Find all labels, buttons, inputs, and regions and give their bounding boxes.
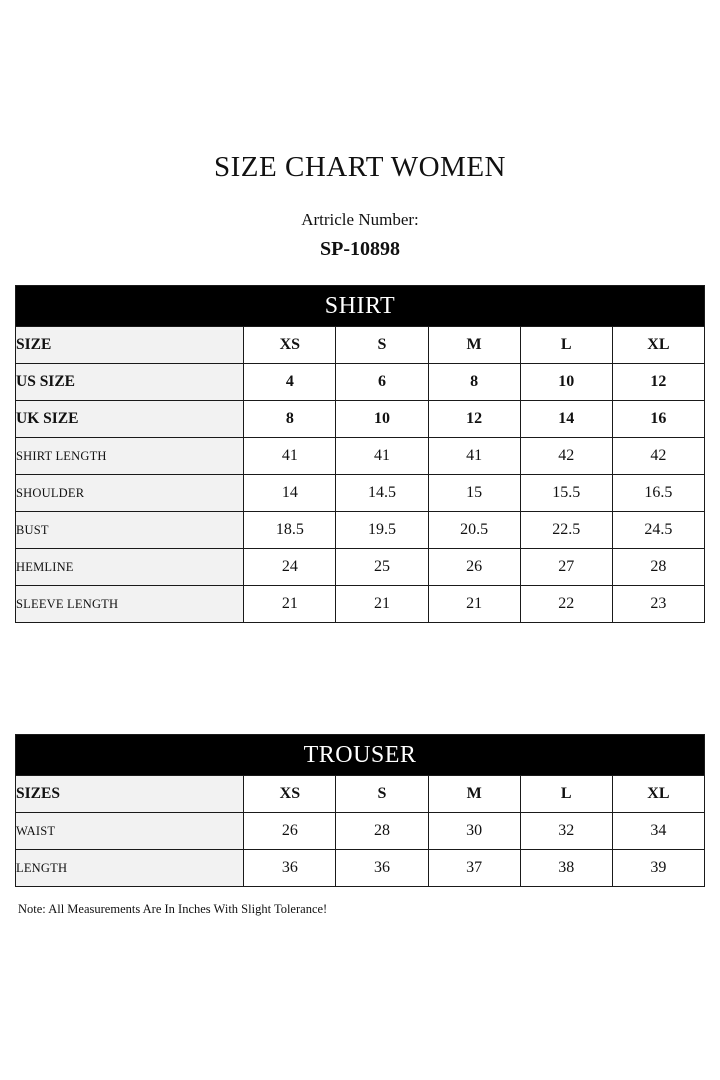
- table-row: LENGTH 36 36 37 38 39: [14, 849, 706, 887]
- row-value: 26: [427, 548, 521, 586]
- row-value: 36: [335, 849, 429, 887]
- row-value: 12: [427, 400, 521, 438]
- trouser-banner-title: TROUSER: [15, 734, 705, 776]
- row-value: XS: [243, 326, 337, 364]
- row-value: 16: [611, 400, 706, 438]
- row-value: L: [519, 775, 613, 813]
- row-label: WAIST: [14, 812, 245, 850]
- row-value: 8: [243, 400, 337, 438]
- row-value: S: [335, 326, 429, 364]
- row-value: 24.5: [611, 511, 706, 549]
- row-value: 8: [427, 363, 521, 401]
- table-row: SHIRT LENGTH 41 41 41 42 42: [14, 437, 706, 475]
- row-label: UK SIZE: [14, 400, 245, 438]
- row-value: 39: [611, 849, 706, 887]
- row-value: 18.5: [243, 511, 337, 549]
- row-value: 19.5: [335, 511, 429, 549]
- table-row: SLEEVE LENGTH 21 21 21 22 23: [14, 585, 706, 623]
- article-number-label: Artricle Number:: [301, 209, 419, 229]
- row-value: M: [427, 775, 521, 813]
- row-value: 16.5: [611, 474, 706, 512]
- row-value: M: [427, 326, 521, 364]
- row-label: SHIRT LENGTH: [14, 437, 245, 475]
- row-value: 21: [243, 585, 337, 623]
- row-value: 10: [519, 363, 613, 401]
- row-value: 6: [335, 363, 429, 401]
- row-label: SHOULDER: [14, 474, 245, 512]
- table-row: SIZE XS S M L XL: [14, 326, 706, 364]
- row-value: 34: [611, 812, 706, 850]
- row-value: 14: [243, 474, 337, 512]
- shirt-table-body: SHIRT SIZE XS S M L XL US SIZE 4 6 8 10 12 UK SIZE 8 10…: [14, 285, 706, 623]
- row-value: 12: [611, 363, 706, 401]
- row-label: SIZE: [14, 326, 245, 364]
- page-title: SIZE CHART WOMEN: [214, 151, 506, 183]
- row-label: HEMLINE: [14, 548, 245, 586]
- row-label: SIZES: [14, 775, 245, 813]
- table-row: UK SIZE 8 10 12 14 16: [14, 400, 706, 438]
- row-value: 28: [611, 548, 706, 586]
- row-value: 14.5: [335, 474, 429, 512]
- row-value: XL: [611, 326, 706, 364]
- row-value: 22.5: [519, 511, 613, 549]
- table-row: HEMLINE 24 25 26 27 28: [14, 548, 706, 586]
- table-row: WAIST 26 28 30 32 34: [14, 812, 706, 850]
- row-value: 4: [243, 363, 337, 401]
- row-value: XL: [611, 775, 706, 813]
- row-value: L: [519, 326, 613, 364]
- table-row: SIZES XS S M L XL: [14, 775, 706, 813]
- row-value: 22: [519, 585, 613, 623]
- page-header: SIZE CHART WOMEN Artricle Number: SP-108…: [0, 151, 720, 261]
- row-value: 41: [335, 437, 429, 475]
- row-label: SLEEVE LENGTH: [14, 585, 245, 623]
- row-value: 27: [519, 548, 613, 586]
- row-value: 42: [519, 437, 613, 475]
- shirt-banner-row: SHIRT: [15, 285, 705, 327]
- article-number-value: SP-10898: [320, 238, 400, 261]
- row-value: 32: [519, 812, 613, 850]
- row-value: 14: [519, 400, 613, 438]
- row-value: 25: [335, 548, 429, 586]
- table-row: US SIZE 4 6 8 10 12: [14, 363, 706, 401]
- row-label: BUST: [14, 511, 245, 549]
- trouser-size-table: TROUSER SIZES XS S M L XL WAIST 26 28 30 32 34 LENGTH…: [14, 734, 706, 887]
- row-value: 30: [427, 812, 521, 850]
- table-row: BUST 18.5 19.5 20.5 22.5 24.5: [14, 511, 706, 549]
- row-value: XS: [243, 775, 337, 813]
- row-value: 28: [335, 812, 429, 850]
- row-label: US SIZE: [14, 363, 245, 401]
- row-value: S: [335, 775, 429, 813]
- row-value: 26: [243, 812, 337, 850]
- row-value: 41: [427, 437, 521, 475]
- measurement-note: Note: All Measurements Are In Inches Wit…: [18, 902, 328, 916]
- row-value: 15: [427, 474, 521, 512]
- row-value: 15.5: [519, 474, 613, 512]
- table-row: SHOULDER 14 14.5 15 15.5 16.5: [14, 474, 706, 512]
- row-label: LENGTH: [14, 849, 245, 887]
- row-value: 36: [243, 849, 337, 887]
- row-value: 38: [519, 849, 613, 887]
- row-value: 42: [611, 437, 706, 475]
- row-value: 21: [427, 585, 521, 623]
- row-value: 41: [243, 437, 337, 475]
- row-value: 23: [611, 585, 706, 623]
- row-value: 21: [335, 585, 429, 623]
- trouser-banner-row: TROUSER: [15, 734, 705, 776]
- row-value: 24: [243, 548, 337, 586]
- row-value: 37: [427, 849, 521, 887]
- row-value: 20.5: [427, 511, 521, 549]
- trouser-table-body: TROUSER SIZES XS S M L XL WAIST 26 28 30 32 34 LENGTH…: [14, 734, 706, 887]
- row-value: 10: [335, 400, 429, 438]
- shirt-banner-title: SHIRT: [15, 285, 705, 327]
- shirt-size-table: SHIRT SIZE XS S M L XL US SIZE 4 6 8 10 12 UK SIZE 8 10…: [14, 285, 706, 623]
